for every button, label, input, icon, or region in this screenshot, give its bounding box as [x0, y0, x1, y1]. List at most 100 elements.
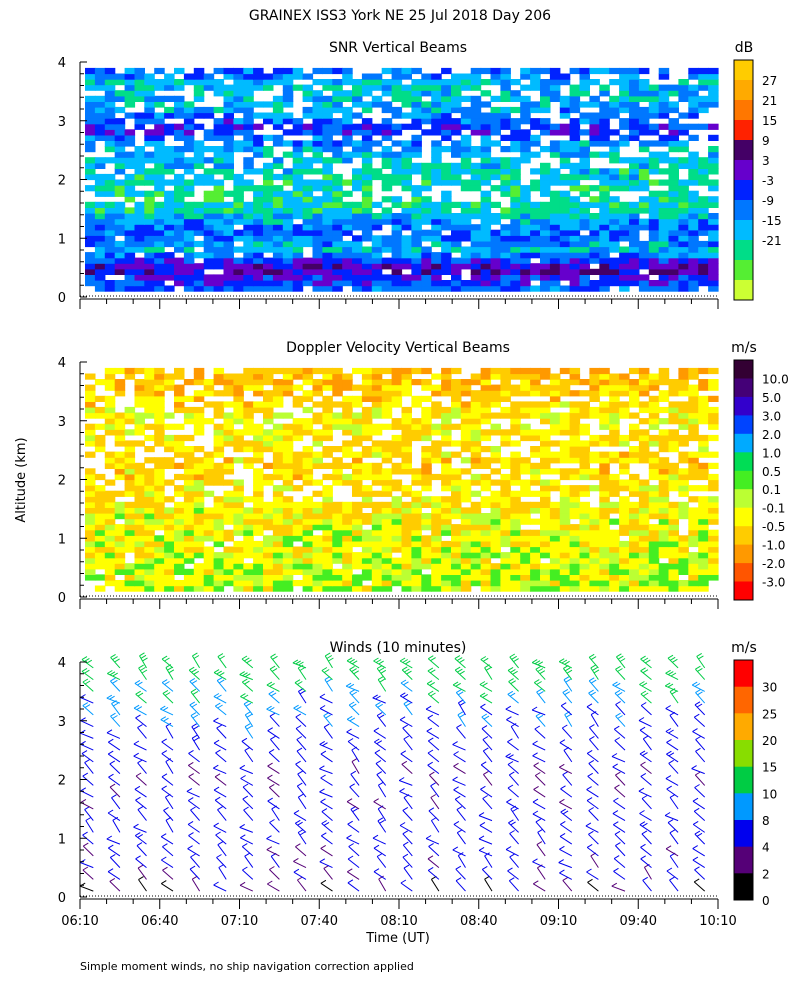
heatmap-cell	[253, 140, 264, 147]
heatmap-cell	[174, 580, 185, 587]
heatmap-cell	[322, 401, 333, 408]
heatmap-cell	[421, 468, 432, 475]
heatmap-cell	[332, 462, 343, 469]
heatmap-cell	[154, 263, 165, 270]
heatmap-cell	[638, 546, 650, 553]
heatmap-cell	[648, 513, 660, 520]
wind-barb-flag	[84, 680, 91, 685]
wind-barb	[267, 730, 280, 739]
heatmap-cell	[292, 501, 304, 508]
heatmap-cell	[520, 479, 531, 486]
heatmap-cell	[263, 574, 274, 581]
heatmap-cell	[381, 557, 393, 564]
heatmap-cell	[579, 168, 590, 175]
heatmap-cell	[540, 401, 551, 408]
heatmap-cell	[520, 84, 531, 91]
heatmap-cell	[134, 462, 145, 469]
heatmap-cell	[164, 157, 175, 164]
heatmap-cell	[648, 585, 660, 592]
heatmap-cell	[233, 268, 244, 275]
heatmap-cell	[431, 235, 442, 242]
heatmap-cell	[302, 213, 314, 220]
heatmap-cell	[312, 412, 323, 419]
heatmap-cell	[282, 552, 294, 559]
heatmap-cell	[668, 440, 679, 447]
heatmap-cell	[164, 274, 175, 281]
heatmap-cell	[361, 213, 373, 220]
heatmap-cell	[164, 112, 175, 119]
heatmap-cell	[411, 123, 422, 130]
wind-barb-flag	[400, 679, 407, 684]
heatmap-cell	[352, 263, 363, 270]
heatmap-cell	[183, 274, 195, 281]
heatmap-cell	[530, 434, 541, 442]
heatmap-cell	[549, 373, 561, 380]
heatmap-cell	[638, 496, 650, 503]
heatmap-cell	[708, 434, 719, 442]
heatmap-cell	[401, 446, 412, 453]
heatmap-cell	[114, 412, 126, 419]
heatmap-cell	[421, 90, 432, 97]
heatmap-cell	[282, 246, 294, 253]
heatmap-cell	[569, 162, 581, 169]
heatmap-cell	[441, 373, 452, 380]
heatmap-cell	[559, 274, 571, 281]
heatmap-cell	[431, 213, 442, 220]
heatmap-cell	[183, 479, 195, 486]
heatmap-cell	[94, 440, 106, 447]
heatmap-cell	[589, 79, 600, 86]
wind-barb-flag	[453, 786, 459, 791]
wind-barb	[480, 764, 493, 774]
heatmap-cell	[381, 490, 393, 497]
heatmap-cell	[94, 67, 106, 75]
wind-barb-flag	[295, 660, 301, 665]
heatmap-cell	[648, 240, 660, 248]
heatmap-cell	[698, 379, 709, 386]
heatmap-cell	[174, 229, 185, 236]
heatmap-cell	[391, 285, 403, 292]
heatmap-cell	[114, 90, 126, 97]
wind-barb-flag	[109, 760, 116, 765]
heatmap-cell	[569, 129, 581, 136]
heatmap-cell	[154, 190, 165, 197]
wind-barb-flag	[186, 787, 193, 792]
heatmap-cell	[302, 196, 314, 203]
heatmap-cell	[490, 552, 501, 559]
heatmap-cell	[520, 134, 531, 141]
heatmap-cell	[381, 240, 393, 248]
heatmap-cell	[193, 563, 205, 570]
heatmap-cell	[678, 218, 689, 225]
heatmap-cell	[243, 513, 254, 520]
heatmap-cell	[302, 240, 314, 248]
heatmap-cell	[589, 585, 600, 592]
heatmap-cell	[322, 106, 333, 114]
heatmap-cell	[540, 501, 551, 508]
heatmap-cell	[629, 218, 640, 225]
heatmap-cell	[233, 395, 244, 402]
heatmap-cell	[243, 535, 254, 542]
heatmap-cell	[332, 501, 343, 508]
heatmap-cell	[203, 580, 215, 587]
heatmap-cell	[530, 123, 541, 130]
wind-barb-flag	[482, 693, 488, 698]
heatmap-cell	[599, 201, 610, 208]
heatmap-cell	[391, 524, 403, 531]
wind-barb-flag	[402, 693, 409, 698]
heatmap-cell	[213, 67, 225, 75]
heatmap-cell	[658, 274, 670, 281]
heatmap-cell	[668, 257, 679, 264]
heatmap-cell	[134, 412, 145, 419]
heatmap-cell	[708, 473, 719, 481]
heatmap-cell	[401, 412, 412, 419]
heatmap-cell	[272, 390, 284, 397]
heatmap-cell	[470, 557, 482, 564]
heatmap-cell	[144, 90, 155, 97]
wind-barb	[297, 667, 307, 680]
heatmap-cell	[599, 557, 610, 564]
heatmap-cell	[500, 429, 511, 436]
heatmap-cell	[470, 418, 482, 425]
heatmap-cell	[322, 490, 333, 497]
heatmap-cell	[510, 580, 521, 587]
heatmap-cell	[174, 401, 185, 408]
heatmap-cell	[510, 123, 521, 130]
